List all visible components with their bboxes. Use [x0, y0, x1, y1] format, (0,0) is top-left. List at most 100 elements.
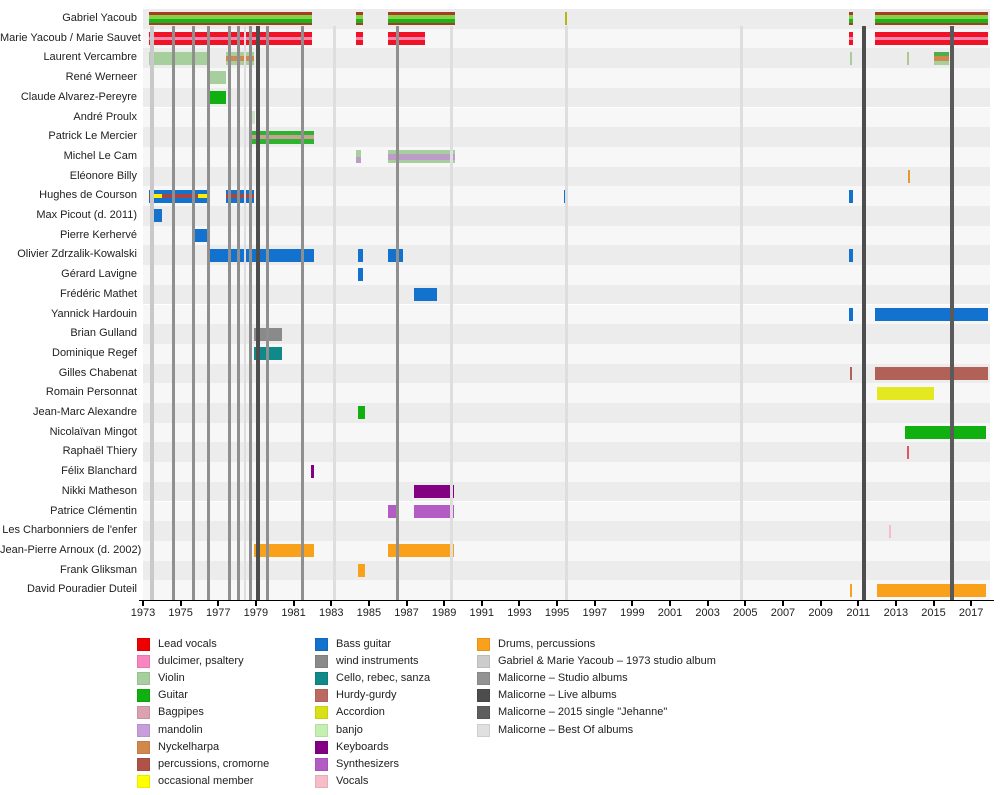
legend-label: Keyboards [336, 740, 389, 753]
x-axis-tick-label: 1995 [544, 607, 570, 619]
x-axis-tick-label: 1999 [620, 607, 645, 619]
bar-stripe [875, 12, 989, 15]
timeline-bar [355, 12, 364, 26]
bar-stripe [254, 544, 315, 558]
legend-label: Guitar [158, 689, 188, 702]
bar-stripe [414, 288, 437, 302]
album-release-line [255, 26, 260, 600]
timeline-bar [252, 110, 255, 124]
member-label: Frank Gliksman [59, 563, 137, 576]
bar-stripe [148, 198, 209, 203]
x-axis-tick-label: 2011 [846, 607, 871, 619]
bar-stripe [357, 563, 366, 577]
bar-stripe [387, 36, 426, 41]
x-axis-tick-label: 1977 [206, 607, 231, 619]
member-label: Pierre Kerhervé [59, 228, 137, 241]
x-axis-tick-label: 2007 [770, 607, 796, 619]
legend-swatch [315, 757, 328, 771]
bar-stripe [907, 445, 910, 459]
member-label: Michel Le Cam [63, 149, 137, 162]
x-axis-tick [593, 601, 596, 606]
album-release-line [171, 26, 175, 600]
bar-stripe [355, 18, 364, 24]
bar-stripe [875, 36, 989, 41]
bar-stripe [148, 14, 313, 19]
bar-stripe [848, 14, 853, 19]
album-release-line [450, 26, 454, 600]
member-label: Yannick Hardouin [50, 307, 137, 320]
member-label: Patrice Clémentin [50, 504, 137, 517]
timeline-bar [208, 248, 315, 262]
album-release-line [950, 26, 955, 600]
album-release-line [333, 26, 337, 600]
legend-swatch [137, 774, 150, 788]
member-label: Gilles Chabenat [58, 366, 137, 379]
bar-stripe [387, 159, 456, 164]
album-release-line [207, 26, 211, 600]
legend-swatch [315, 774, 328, 788]
bar-stripe [355, 40, 364, 46]
legend-label: Drums, percussions [498, 638, 596, 650]
bar-stripe [563, 189, 566, 203]
timeline-bar [414, 485, 454, 499]
x-axis-tick-label: 1987 [394, 607, 419, 619]
bar-stripe [208, 91, 226, 105]
x-axis-tick-label: 2009 [808, 607, 833, 619]
bar-stripe [889, 524, 892, 538]
member-label: Jean-Pierre Arnoux (d. 2002) [0, 543, 142, 556]
bar-stripe [250, 130, 315, 135]
x-axis-tick [857, 601, 860, 606]
x-axis-tick-label: 1973 [130, 607, 156, 619]
album-release-line [248, 26, 252, 600]
member-label: Nikki Matheson [61, 484, 137, 497]
bar-stripe [387, 150, 456, 154]
legend-label: Hurdy-gurdy [336, 689, 397, 702]
legend-swatch [315, 740, 328, 754]
legend-swatch [315, 655, 328, 669]
timeline-bar [875, 366, 989, 380]
bar-stripe [875, 32, 989, 37]
timeline-bar [387, 248, 403, 262]
bar-stripe [387, 14, 456, 19]
bar-stripe [848, 36, 853, 41]
bar-stripe [875, 18, 989, 24]
bar-stripe [154, 189, 162, 194]
timeline-bar [254, 544, 315, 558]
x-axis-tick-label: 2013 [883, 607, 909, 619]
bar-stripe [387, 32, 426, 37]
timeline-bar [933, 51, 949, 65]
album-release-line [228, 26, 232, 600]
member-label: Gérard Lavigne [61, 268, 137, 281]
legend-swatch [477, 706, 490, 720]
x-axis-tick [744, 601, 747, 606]
bar-stripe [414, 504, 454, 518]
bar-stripe [877, 583, 987, 597]
x-axis-tick [894, 601, 897, 606]
x-axis-tick [367, 601, 370, 606]
bar-stripe [875, 40, 989, 46]
bar-stripe [387, 12, 456, 15]
x-axis-tick [781, 601, 784, 606]
album-release-line [265, 26, 269, 600]
legend-swatch [315, 638, 328, 651]
timeline-bar [208, 71, 226, 85]
x-axis-tick-label: 1985 [356, 607, 382, 619]
member-label: Les Charbonniers de l'enfer [2, 524, 137, 537]
member-label: Brian Gulland [70, 327, 137, 340]
timeline-bar [148, 12, 313, 26]
bar-stripe [148, 23, 313, 26]
legend-label: banjo [336, 723, 363, 736]
timeline-bar [564, 12, 567, 26]
bar-stripe [197, 198, 207, 203]
bar-stripe [310, 465, 315, 479]
bar-stripe [905, 426, 987, 440]
bar-stripe [877, 386, 934, 400]
timeline-bar [908, 169, 911, 183]
bar-stripe [148, 51, 209, 65]
bar-stripe [154, 193, 162, 199]
bar-stripe [849, 51, 852, 65]
bar-stripe [848, 18, 853, 24]
bar-stripe [387, 153, 456, 160]
bar-stripe [148, 193, 209, 199]
member-label: Romain Personnat [45, 386, 137, 399]
